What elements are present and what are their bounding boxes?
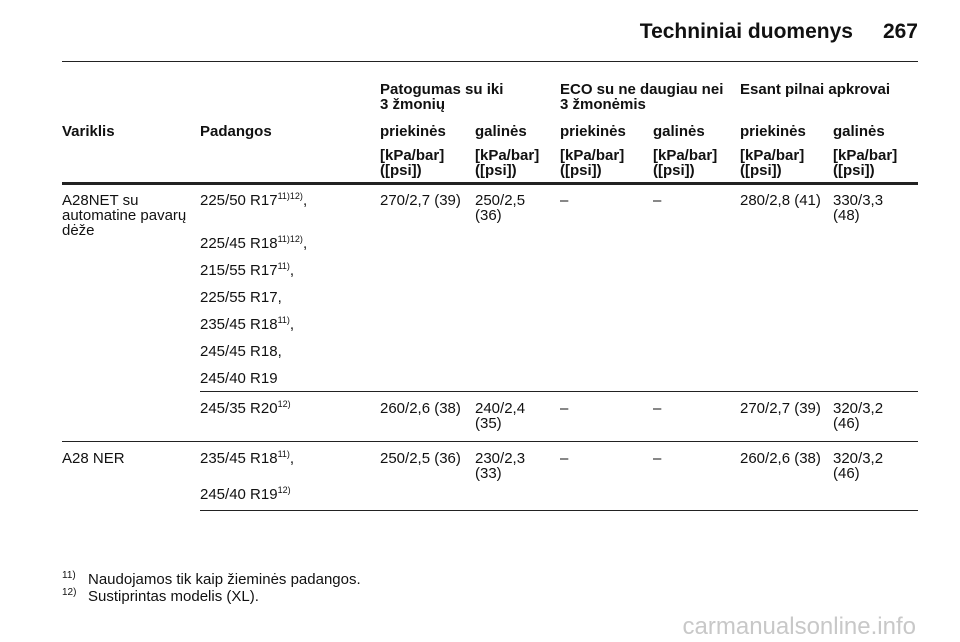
footnote-text: Sustiprintas modelis (XL). [88,588,259,605]
footnote-mark: 12) [62,587,77,598]
tire: 245/45 R18, [200,344,282,359]
footnote-ref: 11) [277,449,290,459]
rule [62,182,918,185]
footnote-ref: 12) [277,399,291,409]
punctuation: , [302,192,308,209]
pressure-value: 250/2,5 [475,192,526,209]
rule [200,510,918,511]
unit: [kPa/bar] [653,147,718,164]
pressure-value: 260/2,6 (38) [740,450,821,467]
pressure-value: 240/2,4 [475,400,526,417]
unit: ([psi]) [475,162,517,179]
punctuation: , [302,235,308,252]
unit: ([psi]) [380,162,422,179]
engine: dėže [62,222,95,239]
pressure-value: 270/2,7 (39) [380,192,461,209]
punctuation: , [289,450,295,467]
column-header: Padangos [200,123,272,140]
pressure-value: (48) [833,207,860,224]
footnote-ref: 11) [277,261,290,271]
rule [62,61,918,62]
tire: 225/55 R17, [200,290,282,305]
tire: 235/45 R1811), [200,315,295,333]
pressure-value: 250/2,5 (36) [380,450,461,467]
tire-size: 245/35 R20 [200,400,278,417]
pressure-value: 270/2,7 (39) [740,400,821,417]
unit: [kPa/bar] [475,147,540,164]
tire: 225/45 R1811)12), [200,234,308,252]
footnote-ref: 12) [277,485,291,495]
unit: ([psi]) [653,162,695,179]
tire-size: 225/45 R18 [200,235,278,252]
tire-size: 245/40 R19 [200,486,278,503]
tire-size: 225/50 R17 [200,192,278,209]
pressure-value: 330/3,3 [833,192,884,209]
pressure-value: (36) [475,207,502,224]
pressure-value: 230/2,3 [475,450,526,467]
pressure-value: (33) [475,465,502,482]
unit: [kPa/bar] [740,147,805,164]
pressure-value: 280/2,8 (41) [740,192,821,209]
unit: [kPa/bar] [833,147,898,164]
footnote-text: Naudojamos tik kaip žieminės padangos. [88,571,361,588]
tire-size: 235/45 R18 [200,450,278,467]
pressure-value: (46) [833,415,860,432]
column-header: priekinės [380,123,446,140]
pressure-value: 320/3,2 [833,450,884,467]
punctuation: , [289,316,295,333]
footnote-ref: 11)12) [277,191,303,201]
unit: [kPa/bar] [380,147,445,164]
page-number: 267 [882,20,918,43]
group-header: ECO su ne daugiau nei [560,81,724,98]
unit: ([psi]) [740,162,782,179]
tire-size: 245/40 R19 [200,370,278,387]
column-header: priekinės [740,123,806,140]
rule [200,391,918,392]
footnote-ref: 11)12) [277,234,303,244]
group-header: 3 žmonių [380,96,446,113]
tire-size: 235/45 R18 [200,316,278,333]
pressure-value: 260/2,6 (38) [380,400,461,417]
tire: 245/35 R2012) [200,399,291,417]
tire: 215/55 R1711), [200,261,295,279]
tire: 245/40 R1912) [200,485,291,503]
tire: 245/40 R19 [200,371,278,386]
tire: 235/45 R1811), [200,449,295,467]
pressure-value: (35) [475,415,502,432]
pressure-value: – [560,400,569,417]
column-header: Variklis [62,123,115,140]
group-header: 3 žmonėmis [560,96,646,113]
unit: [kPa/bar] [560,147,625,164]
pressure-value: (46) [833,465,860,482]
title: Techniniai duomenys [639,20,853,43]
punctuation: , [289,262,295,279]
pressure-value: – [653,192,662,209]
pressure-value: – [560,450,569,467]
footnote-mark: 11) [62,570,76,581]
footnote-ref: 11) [277,315,290,325]
rule [62,441,918,442]
pressure-value: – [653,400,662,417]
engine: A28NET su [62,192,139,209]
watermark: carmanualsonline.info [682,613,916,640]
engine: automatine pavarų [62,207,187,224]
engine: A28 NER [62,450,125,467]
pressure-value: – [653,450,662,467]
group-header: Esant pilnai apkrovai [740,81,891,98]
tire: 225/50 R1711)12), [200,191,308,209]
unit: ([psi]) [833,162,875,179]
tire-size: 225/55 R17, [200,289,282,306]
column-header: galinės [653,123,705,140]
tire-size: 245/45 R18, [200,343,282,360]
column-header: galinės [833,123,885,140]
column-header: galinės [475,123,527,140]
unit: ([psi]) [560,162,602,179]
column-header: priekinės [560,123,626,140]
pressure-value: 320/3,2 [833,400,884,417]
page-header: Techniniai duomenys 267 [640,20,918,44]
tire-size: 215/55 R17 [200,262,278,279]
pressure-value: – [560,192,569,209]
group-header: Patogumas su iki [380,81,504,98]
